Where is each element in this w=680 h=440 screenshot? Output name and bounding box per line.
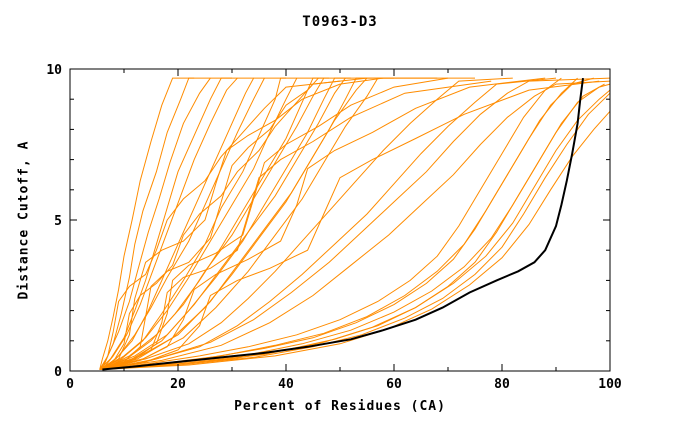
model-curve — [102, 77, 513, 370]
model-curve — [102, 77, 319, 370]
model-curve — [99, 92, 611, 370]
model-curve — [102, 77, 238, 370]
model-curve — [102, 77, 562, 370]
model-curve — [101, 77, 211, 370]
plot-border — [69, 68, 611, 372]
model-curve — [99, 77, 286, 370]
model-curve — [102, 77, 325, 370]
model-curve — [99, 80, 600, 370]
model-curve — [102, 77, 449, 370]
model-curve — [102, 77, 546, 370]
reference-curve — [102, 77, 584, 371]
x-tick-label: 0 — [66, 377, 74, 392]
x-tick-label: 60 — [386, 377, 402, 392]
model-curve — [99, 80, 492, 370]
model-curve — [102, 83, 611, 370]
x-tick-label: 40 — [278, 377, 294, 392]
x-tick-label: 100 — [598, 377, 622, 392]
model-curve — [102, 77, 368, 370]
model-curve — [102, 77, 346, 370]
model-curve — [99, 77, 330, 370]
x-tick-label: 80 — [494, 377, 510, 392]
model-curve — [99, 77, 254, 370]
y-tick-label: 0 — [54, 365, 62, 380]
model-curve — [102, 77, 265, 370]
model-curve — [102, 77, 611, 370]
model-curve — [99, 77, 195, 370]
model-curve — [99, 80, 611, 370]
model-curve — [99, 77, 557, 370]
x-tick-label: 20 — [170, 377, 186, 392]
model-curve — [102, 77, 594, 370]
x-axis-label: Percent of Residues (CA) — [234, 399, 446, 414]
model-curve — [99, 77, 475, 370]
model-curve — [99, 80, 341, 370]
chart-title: T0963-D3 — [302, 14, 378, 30]
y-tick-label: 5 — [54, 214, 62, 229]
model-curve — [99, 83, 605, 370]
y-axis-label: Distance Cutoff, A — [16, 140, 32, 300]
y-tick-label: 10 — [46, 63, 62, 78]
model-curve — [102, 77, 368, 370]
